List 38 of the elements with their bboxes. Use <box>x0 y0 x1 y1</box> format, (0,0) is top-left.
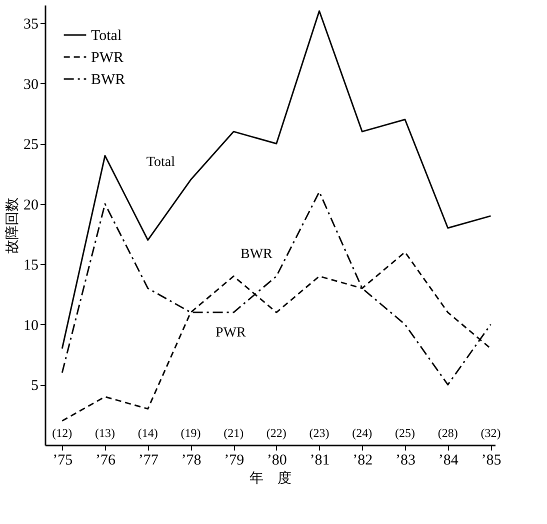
annotation: (21) <box>224 426 244 440</box>
annotation: (32) <box>480 426 501 440</box>
annotation: Total <box>146 154 176 170</box>
annotation: (25) <box>395 426 415 440</box>
annotation: (23) <box>309 426 330 440</box>
x-tick-label: ’79 <box>224 452 244 468</box>
y-tick-label: 25 <box>24 137 38 154</box>
x-tick-label: ’78 <box>181 452 202 468</box>
y-axis-title: 故障回数 <box>4 198 20 254</box>
x-tick-label: ’83 <box>396 452 416 468</box>
annotation: (12) <box>52 426 72 440</box>
legend-label: BWR <box>91 72 126 88</box>
y-tick-label: 20 <box>24 197 38 214</box>
annotation: (14) <box>138 426 158 440</box>
legend-label: PWR <box>91 50 124 66</box>
annotation: (13) <box>95 426 115 440</box>
y-tick-label: 10 <box>24 318 38 334</box>
annotation: (19) <box>180 426 201 440</box>
annotation: BWR <box>240 247 274 262</box>
x-tick-label: ’77 <box>138 452 159 468</box>
line-series <box>61 10 492 350</box>
x-tick-label: ’84 <box>438 452 459 468</box>
annotation: PWR <box>216 325 247 340</box>
x-tick-label: ’76 <box>96 452 116 468</box>
legend-label: Total <box>91 28 122 44</box>
annotation: (28) <box>438 426 458 440</box>
y-tick-label: 15 <box>24 258 38 274</box>
y-tick-label: 5 <box>31 378 38 394</box>
x-tick-label: ’85 <box>481 452 502 468</box>
y-tick-label: 35 <box>24 16 38 33</box>
x-tick-label: ’80 <box>266 452 287 468</box>
annotation: (22) <box>266 426 286 440</box>
annotation: (24) <box>352 426 372 440</box>
x-axis-title: 年 度 <box>250 470 292 486</box>
x-tick-label: ’75 <box>52 452 73 468</box>
x-tick-label: ’81 <box>310 452 330 468</box>
y-tick-label: 30 <box>24 76 38 93</box>
x-tick-label: ’82 <box>352 452 373 468</box>
